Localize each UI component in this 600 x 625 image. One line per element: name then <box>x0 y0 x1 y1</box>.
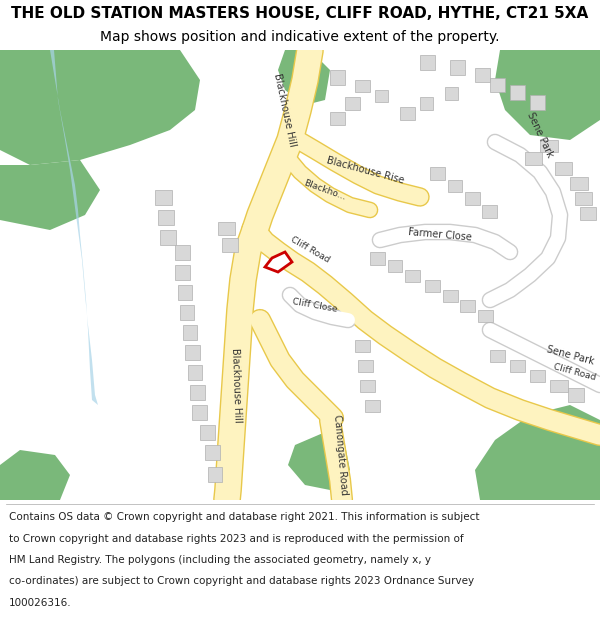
Polygon shape <box>208 467 222 482</box>
Text: 100026316.: 100026316. <box>9 598 71 608</box>
Polygon shape <box>405 270 420 282</box>
Polygon shape <box>375 90 388 102</box>
Polygon shape <box>430 167 445 180</box>
Polygon shape <box>445 87 458 100</box>
Polygon shape <box>185 345 200 360</box>
Polygon shape <box>555 162 572 175</box>
Polygon shape <box>160 230 176 245</box>
Polygon shape <box>400 107 415 120</box>
Polygon shape <box>490 78 505 92</box>
Polygon shape <box>448 180 462 192</box>
Polygon shape <box>360 380 375 392</box>
Polygon shape <box>175 245 190 260</box>
Text: Cliff Road: Cliff Road <box>289 235 331 265</box>
Polygon shape <box>420 55 435 70</box>
Polygon shape <box>490 350 505 362</box>
Polygon shape <box>525 152 542 165</box>
Polygon shape <box>568 388 584 402</box>
Text: Sene Park: Sene Park <box>525 111 555 159</box>
Polygon shape <box>460 300 475 312</box>
Polygon shape <box>190 385 205 400</box>
Polygon shape <box>475 405 600 500</box>
Text: Cliff Road: Cliff Road <box>553 362 597 382</box>
Polygon shape <box>0 160 100 230</box>
Polygon shape <box>183 325 197 340</box>
Text: Cliff Close: Cliff Close <box>292 297 338 313</box>
Polygon shape <box>530 95 545 110</box>
Text: Blackhouse Hill: Blackhouse Hill <box>272 72 298 148</box>
Text: HM Land Registry. The polygons (including the associated geometry, namely x, y: HM Land Registry. The polygons (includin… <box>9 555 431 565</box>
Polygon shape <box>365 400 380 412</box>
Polygon shape <box>288 430 350 490</box>
Polygon shape <box>540 140 558 152</box>
Polygon shape <box>178 285 192 300</box>
Polygon shape <box>495 50 600 140</box>
Polygon shape <box>570 177 588 190</box>
Text: Blackho...: Blackho... <box>302 178 347 202</box>
Polygon shape <box>158 210 174 225</box>
Polygon shape <box>330 112 345 125</box>
Text: THE OLD STATION MASTERS HOUSE, CLIFF ROAD, HYTHE, CT21 5XA: THE OLD STATION MASTERS HOUSE, CLIFF ROA… <box>11 6 589 21</box>
Polygon shape <box>50 50 98 405</box>
Polygon shape <box>218 222 235 235</box>
Polygon shape <box>482 205 497 218</box>
Polygon shape <box>510 85 525 100</box>
Text: Map shows position and indicative extent of the property.: Map shows position and indicative extent… <box>100 31 500 44</box>
Polygon shape <box>345 97 360 110</box>
Polygon shape <box>478 310 493 322</box>
Polygon shape <box>222 238 238 252</box>
Polygon shape <box>188 365 202 380</box>
Text: co-ordinates) are subject to Crown copyright and database rights 2023 Ordnance S: co-ordinates) are subject to Crown copyr… <box>9 576 474 586</box>
Polygon shape <box>580 207 596 220</box>
Text: to Crown copyright and database rights 2023 and is reproduced with the permissio: to Crown copyright and database rights 2… <box>9 534 464 544</box>
Polygon shape <box>175 265 190 280</box>
Polygon shape <box>180 305 194 320</box>
Polygon shape <box>200 425 215 440</box>
Polygon shape <box>278 50 330 105</box>
Polygon shape <box>450 60 465 75</box>
Polygon shape <box>475 68 490 82</box>
Polygon shape <box>358 360 373 372</box>
Text: Canongate Road: Canongate Road <box>332 414 349 496</box>
Text: Contains OS data © Crown copyright and database right 2021. This information is : Contains OS data © Crown copyright and d… <box>9 512 479 522</box>
Polygon shape <box>370 252 385 265</box>
Polygon shape <box>425 280 440 292</box>
Polygon shape <box>530 370 545 382</box>
Polygon shape <box>0 450 70 500</box>
Polygon shape <box>443 290 458 302</box>
Polygon shape <box>205 445 220 460</box>
Polygon shape <box>265 252 292 272</box>
Polygon shape <box>550 380 568 392</box>
Polygon shape <box>355 80 370 92</box>
Polygon shape <box>575 192 592 205</box>
Polygon shape <box>420 97 433 110</box>
Polygon shape <box>0 50 200 165</box>
Polygon shape <box>192 405 207 420</box>
Text: Sene Park: Sene Park <box>545 344 595 366</box>
Polygon shape <box>330 70 345 85</box>
Text: Blackhouse Hill: Blackhouse Hill <box>230 348 242 423</box>
Polygon shape <box>355 340 370 352</box>
Text: Blackhouse Rise: Blackhouse Rise <box>325 155 405 185</box>
Polygon shape <box>510 360 525 372</box>
Text: Farmer Close: Farmer Close <box>408 228 472 242</box>
Polygon shape <box>388 260 402 272</box>
Polygon shape <box>155 190 172 205</box>
Polygon shape <box>465 192 480 205</box>
